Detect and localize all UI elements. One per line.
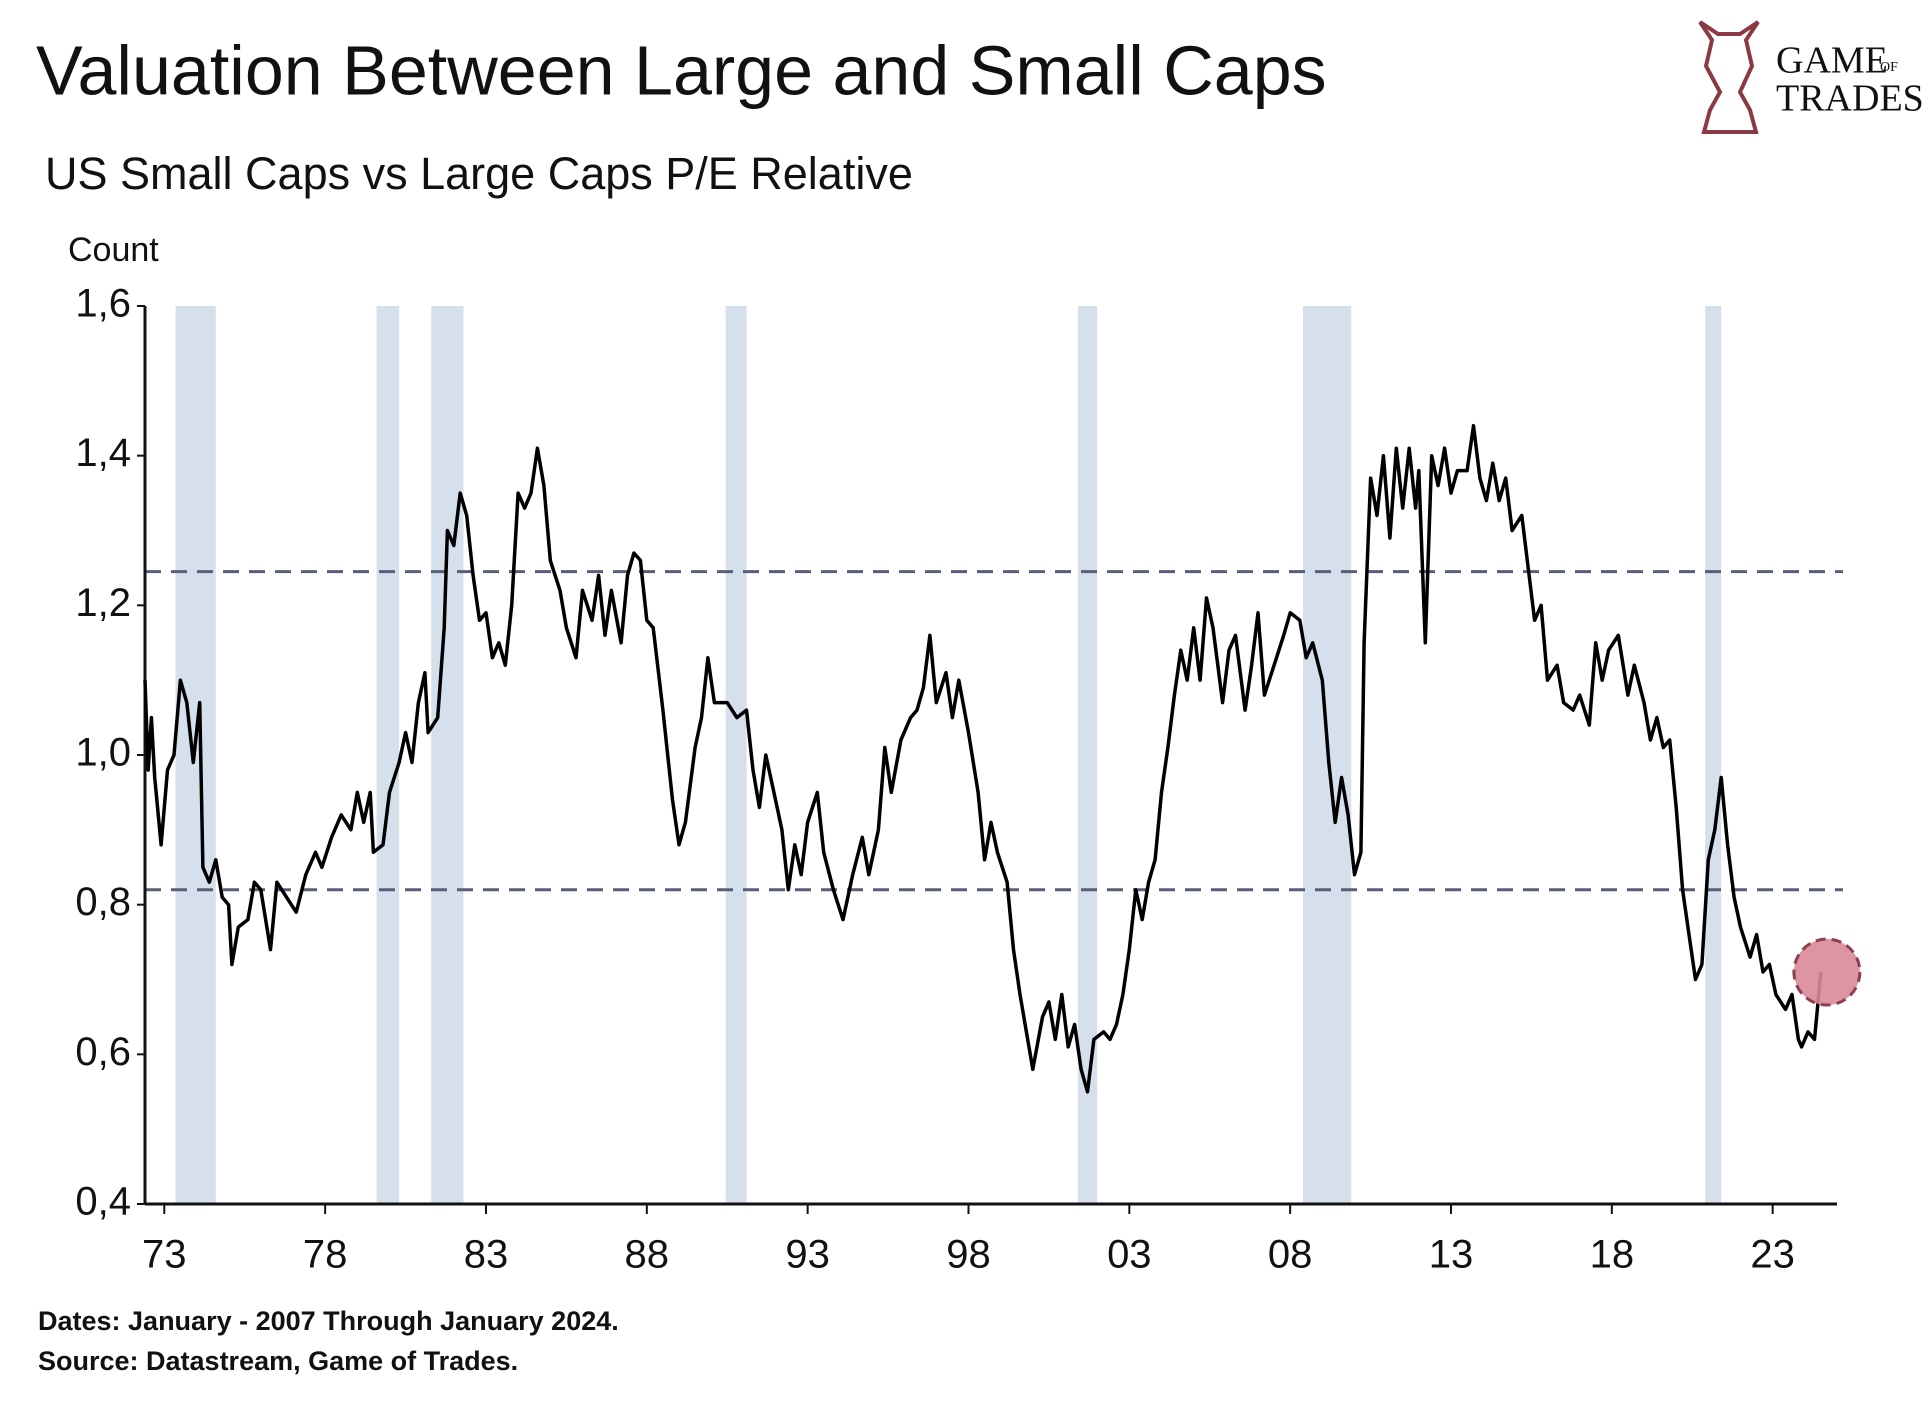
- note: Source: Datastream, Game of Trades.: [38, 1346, 518, 1376]
- x-tick-label: 93: [785, 1233, 830, 1277]
- logo-text: OF: [1880, 60, 1898, 75]
- x-tick-label: 13: [1429, 1233, 1474, 1277]
- y-tick-label: 1,4: [75, 431, 131, 475]
- x-tick-label: 73: [142, 1233, 187, 1277]
- y-tick-label: 1,6: [75, 282, 131, 326]
- logo: GAME OF TRADES: [1698, 20, 1924, 134]
- chart-title: Valuation Between Large and Small Caps: [36, 31, 1327, 109]
- logo-icon: [1698, 20, 1760, 134]
- shaded-range: [1077, 306, 1098, 1204]
- shaded-range: [1705, 306, 1722, 1204]
- data-line: [143, 423, 1823, 1094]
- x-tick-label: 23: [1750, 1233, 1795, 1277]
- y-axis-label: Count: [68, 231, 159, 269]
- x-tick-label: 98: [946, 1233, 991, 1277]
- x-tick-label: 78: [303, 1233, 348, 1277]
- y-tick-label: 0,6: [75, 1030, 131, 1074]
- shaded-range: [431, 306, 464, 1204]
- x-tick-label: 18: [1590, 1233, 1635, 1277]
- y-tick-label: 1,0: [75, 731, 131, 775]
- x-tick-label: 88: [625, 1233, 670, 1277]
- chart-subtitle: US Small Caps vs Large Caps P/E Relative: [45, 148, 913, 199]
- highlight-marker: [1792, 937, 1862, 1007]
- x-tick-label: 08: [1268, 1233, 1313, 1277]
- x-tick-label: 83: [464, 1233, 509, 1277]
- x-tick-label: 03: [1107, 1233, 1152, 1277]
- y-tick-label: 0,8: [75, 880, 131, 924]
- shaded-range: [725, 306, 747, 1204]
- note: Dates: January - 2007 Through January 20…: [38, 1306, 619, 1336]
- y-tick-label: 1,2: [75, 581, 131, 625]
- logo-text: GAME: [1776, 40, 1888, 82]
- plot-area: 0,4 0,6 0,8 1,0 1,2 1,4 1,6 73 78 83 88 93 98 03 08 13 1…: [75, 282, 1862, 1277]
- y-tick-label: 0,4: [75, 1180, 131, 1224]
- shaded-range: [376, 306, 400, 1204]
- logo-text: TRADES: [1776, 78, 1924, 120]
